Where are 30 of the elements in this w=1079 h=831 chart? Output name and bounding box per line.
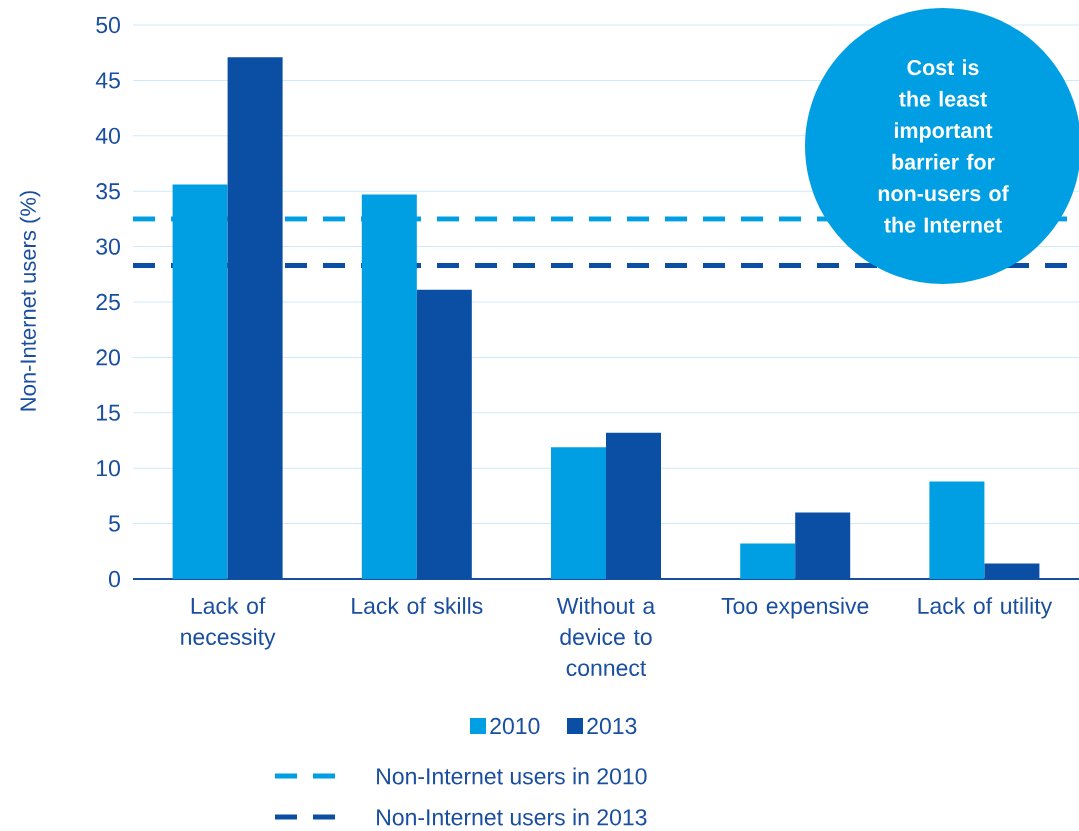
bar	[929, 481, 985, 579]
x-tick-label: Lack of necessity	[181, 597, 276, 650]
bar	[606, 432, 662, 579]
y-tick-label: 20	[96, 349, 120, 366]
bar	[984, 563, 1040, 579]
x-tick-label: Lack of utility	[918, 597, 1053, 619]
bar	[551, 447, 607, 579]
y-tick-label: 25	[96, 293, 120, 311]
y-tick-label: 45	[95, 72, 120, 89]
y-tick-label: 5	[109, 515, 120, 532]
y-tick-label: 10	[97, 460, 120, 477]
x-tick-label: Too expensive	[721, 597, 869, 619]
annotation: Cost is the least important barrier for non-users of the Internet	[878, 59, 1009, 233]
legend-label: 2013	[587, 717, 637, 735]
y-tick-label: 40	[95, 127, 120, 144]
legend-label: 2010	[490, 717, 540, 735]
y-tick-label: 0	[108, 570, 120, 588]
bar	[416, 289, 472, 579]
y-tick-label: 35	[96, 183, 120, 200]
legend-label: Non-Internet users in 2010	[377, 767, 647, 785]
y-tick-label: 15	[97, 404, 120, 421]
bar	[795, 512, 851, 579]
y-axis-title: Non-Internet users (%)	[19, 191, 41, 411]
x-tick-label: Lack of skills	[352, 597, 483, 615]
y-tick-label: 50	[96, 16, 120, 34]
x-tick-label: Without a device to connect	[556, 597, 656, 677]
y-tick-label: 30	[96, 238, 120, 255]
legend-label: Non-Internet users in 2013	[377, 808, 647, 826]
bar	[740, 543, 796, 579]
bar	[227, 57, 283, 579]
